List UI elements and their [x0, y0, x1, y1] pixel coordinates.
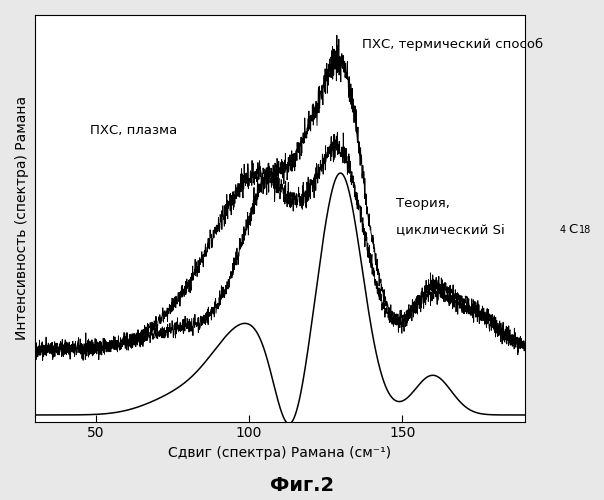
Y-axis label: Интенсивность (спектра) Рамана: Интенсивность (спектра) Рамана: [15, 96, 29, 340]
Text: 18: 18: [579, 225, 591, 235]
Text: Теория,: Теория,: [396, 197, 450, 210]
Text: C: C: [568, 223, 577, 236]
Text: циклический Si: циклический Si: [396, 223, 505, 236]
Text: Фиг.2: Фиг.2: [270, 476, 334, 495]
Text: ПХС, плазма: ПХС, плазма: [89, 124, 177, 137]
Text: ПХС, термический способ: ПХС, термический способ: [362, 38, 544, 51]
Text: 4: 4: [560, 225, 566, 235]
X-axis label: Сдвиг (спектра) Рамана (см⁻¹): Сдвиг (спектра) Рамана (см⁻¹): [168, 446, 391, 460]
